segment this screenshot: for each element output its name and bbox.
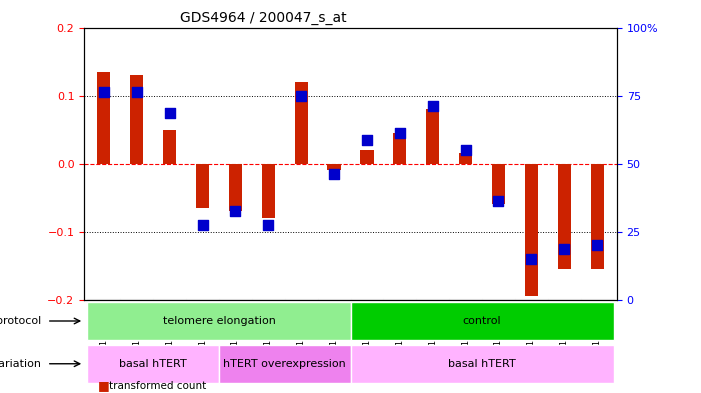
Point — [197, 222, 208, 228]
Text: ■: ■ — [98, 379, 110, 392]
FancyBboxPatch shape — [219, 345, 350, 383]
Point — [164, 109, 175, 116]
Text: genotype/variation: genotype/variation — [0, 359, 41, 369]
Point — [263, 222, 274, 228]
Point — [131, 89, 142, 95]
FancyBboxPatch shape — [88, 345, 219, 383]
Point — [526, 256, 537, 262]
Text: GDS4964 / 200047_s_at: GDS4964 / 200047_s_at — [180, 11, 346, 25]
Bar — [97, 72, 111, 163]
Bar — [196, 163, 209, 208]
Text: basal hTERT: basal hTERT — [448, 359, 516, 369]
Bar — [393, 133, 407, 163]
Bar — [229, 163, 242, 211]
Point — [394, 130, 405, 136]
Bar — [294, 82, 308, 163]
FancyBboxPatch shape — [88, 302, 350, 340]
Point — [230, 208, 241, 214]
Point — [493, 198, 504, 204]
Text: basal hTERT: basal hTERT — [119, 359, 187, 369]
Point — [592, 242, 603, 248]
Point — [559, 246, 570, 252]
Bar — [130, 75, 143, 163]
Text: transformed count: transformed count — [109, 381, 206, 391]
FancyBboxPatch shape — [350, 345, 613, 383]
Bar — [163, 130, 176, 163]
Point — [460, 147, 471, 153]
Text: protocol: protocol — [0, 316, 41, 326]
Text: control: control — [463, 316, 501, 326]
Text: hTERT overexpression: hTERT overexpression — [224, 359, 346, 369]
Bar — [590, 163, 604, 269]
Point — [427, 103, 438, 109]
Point — [329, 171, 340, 177]
Bar — [492, 163, 505, 204]
Bar — [426, 109, 440, 163]
Point — [296, 92, 307, 99]
Bar — [327, 163, 341, 171]
Bar — [261, 163, 275, 218]
Bar — [459, 153, 472, 163]
Bar — [558, 163, 571, 269]
FancyBboxPatch shape — [350, 302, 613, 340]
Point — [361, 137, 372, 143]
Bar — [525, 163, 538, 296]
Point — [98, 89, 109, 95]
Bar — [360, 150, 374, 163]
Text: telomere elongation: telomere elongation — [163, 316, 275, 326]
